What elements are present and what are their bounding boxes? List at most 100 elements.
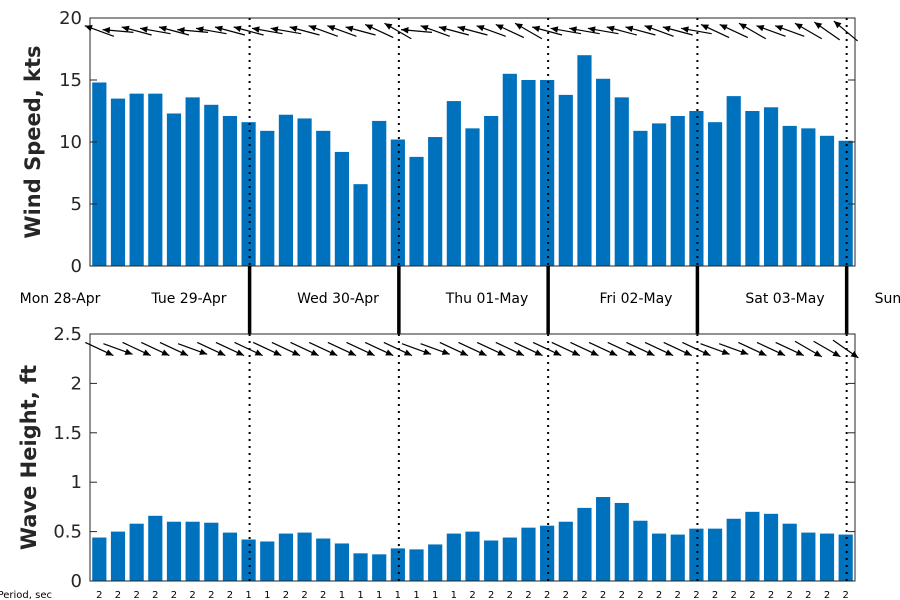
- period-value: 2: [283, 590, 289, 600]
- bar: [166, 113, 182, 266]
- bar: [689, 111, 704, 266]
- direction-arrow-head: [683, 349, 692, 356]
- direction-arrow-head: [403, 349, 412, 356]
- bar: [390, 139, 405, 266]
- bar: [110, 98, 126, 266]
- y-tick-label: 10: [59, 132, 82, 153]
- direction-arrow-head: [124, 348, 133, 355]
- bar: [92, 537, 107, 581]
- period-value: 2: [208, 590, 214, 600]
- direction-arrow-head: [571, 349, 580, 356]
- period-value: 2: [693, 590, 699, 600]
- period-value: 2: [507, 590, 513, 600]
- bar: [707, 528, 723, 581]
- y-tick-label: 20: [59, 8, 82, 29]
- bar: [782, 125, 797, 266]
- direction-arrow-head: [590, 349, 599, 356]
- direction-arrow-head: [515, 23, 524, 30]
- direction-arrow-head: [625, 25, 634, 33]
- bar: [484, 115, 499, 267]
- direction-arrow-head: [385, 349, 394, 356]
- day-label: Wed 30-Apr: [297, 291, 379, 307]
- period-value: 1: [357, 590, 363, 600]
- bar: [241, 539, 256, 581]
- period-value: 2: [581, 590, 587, 600]
- period-value: 2: [619, 590, 625, 600]
- direction-arrow-head: [497, 349, 506, 356]
- bar: [651, 533, 667, 581]
- period-value: 2: [768, 590, 774, 600]
- bar: [428, 137, 443, 266]
- bar: [596, 78, 611, 266]
- bar: [185, 97, 200, 266]
- direction-arrow-head: [665, 349, 674, 356]
- bar: [819, 135, 835, 266]
- bar: [428, 544, 443, 581]
- direction-arrow-head: [550, 26, 559, 33]
- direction-arrow-head: [345, 25, 354, 33]
- period-row: Period, sec 2 2 2 2 2 2 2 2 1 1 2 2 2 1 1 1 1 1 1 1 2 2 2 2 2 2 2 2 2…: [0, 590, 849, 600]
- direction-arrow-head: [756, 25, 765, 32]
- bar: [819, 533, 835, 581]
- direction-arrow-head: [235, 349, 244, 356]
- y-tick-label: 5: [71, 194, 82, 215]
- direction-arrow-head: [158, 25, 167, 33]
- direction-arrow-head: [476, 25, 485, 32]
- bar: [278, 533, 294, 581]
- bar: [540, 525, 555, 581]
- period-value: 2: [600, 590, 606, 600]
- bar: [129, 93, 144, 266]
- bar: [521, 527, 536, 581]
- direction-arrow-head: [495, 24, 504, 31]
- period-value: 2: [133, 590, 139, 600]
- bar: [260, 130, 275, 266]
- direction-arrow-head: [102, 27, 111, 34]
- direction-arrow-head: [366, 349, 375, 356]
- direction-arrow-head: [721, 348, 730, 355]
- y-tick-label: 1: [71, 472, 82, 493]
- bar: [204, 104, 219, 266]
- bar: [726, 518, 741, 581]
- period-value: 2: [320, 590, 326, 600]
- bar: [185, 521, 200, 581]
- direction-arrow-head: [515, 349, 524, 356]
- bar: [558, 521, 573, 581]
- bar: [502, 537, 517, 581]
- direction-arrow-head: [401, 27, 409, 34]
- bar: [297, 532, 312, 581]
- direction-arrow-head: [606, 25, 615, 33]
- direction-arrow-head: [553, 349, 562, 356]
- direction-arrow-head: [161, 349, 170, 356]
- period-value: 2: [563, 590, 569, 600]
- period-value: 2: [656, 590, 662, 600]
- period-value: 2: [675, 590, 681, 600]
- period-value: 2: [787, 590, 793, 600]
- period-value: 2: [749, 590, 755, 600]
- y-tick-label: 0: [71, 256, 82, 277]
- direction-arrow-head: [289, 25, 298, 33]
- bar: [763, 107, 779, 266]
- direction-arrow-head: [478, 349, 487, 356]
- direction-arrow-head: [832, 350, 841, 357]
- day-label: Tue 29-Apr: [150, 291, 226, 307]
- direction-arrow-head: [701, 24, 710, 31]
- bar: [558, 94, 573, 266]
- direction-arrow-head: [196, 26, 204, 33]
- bar: [577, 507, 592, 581]
- period-value: 2: [189, 590, 195, 600]
- bar: [651, 123, 667, 267]
- bar: [316, 130, 331, 266]
- direction-arrow-head: [758, 349, 767, 356]
- period-value: 2: [824, 590, 830, 600]
- bar: [222, 532, 238, 581]
- bar: [577, 55, 592, 267]
- direction-arrow-head: [569, 26, 577, 33]
- period-value: 1: [376, 590, 382, 600]
- plot-frame: [89, 333, 856, 582]
- direction-arrow-head: [273, 349, 282, 356]
- bar: [745, 111, 760, 266]
- period-value: 2: [525, 590, 531, 600]
- bar: [222, 115, 238, 267]
- y-tick-label: 0.5: [53, 522, 82, 543]
